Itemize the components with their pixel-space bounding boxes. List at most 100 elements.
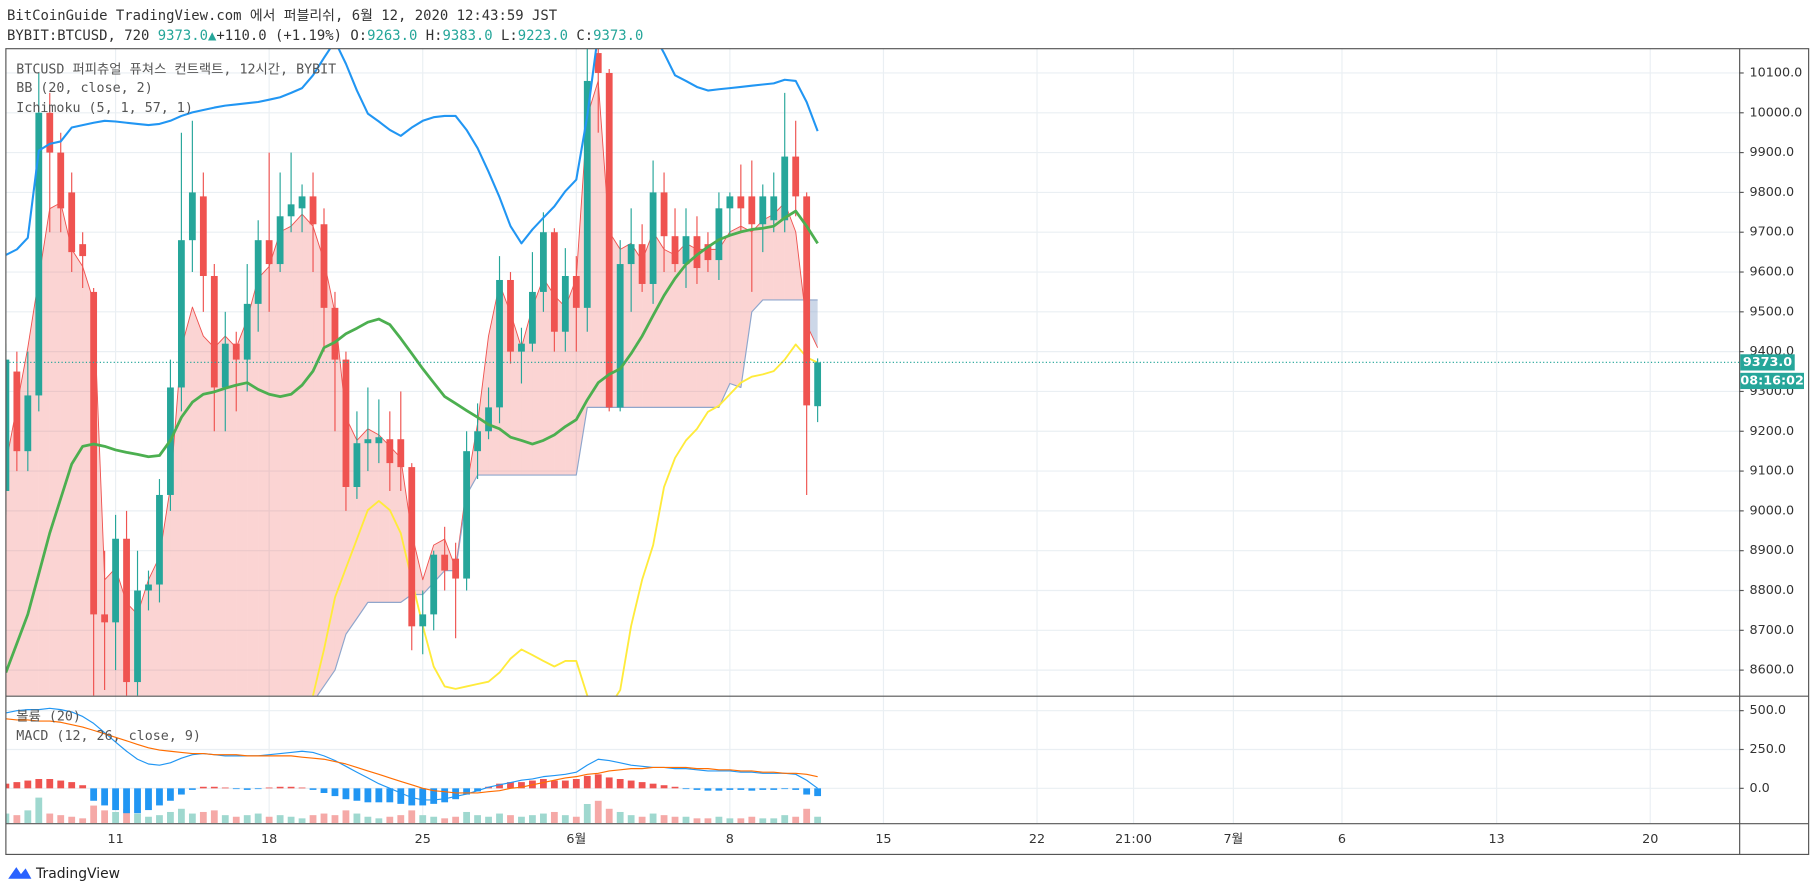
candle-body	[474, 431, 481, 452]
candle-body	[134, 590, 141, 683]
candle-body	[101, 614, 109, 623]
volume-bar	[331, 815, 339, 824]
macd-histogram-bar	[276, 786, 284, 789]
cloud-fill	[258, 266, 270, 696]
cloud-fill	[269, 231, 281, 696]
cloud-fill	[170, 347, 182, 696]
candle-body	[430, 554, 438, 615]
cloud-fill	[729, 226, 741, 388]
change-arrow: ▲	[208, 28, 217, 44]
volume-bar	[715, 816, 723, 824]
macd-histogram-bar	[671, 786, 679, 789]
y-tick-label: 8600.0	[1750, 663, 1795, 678]
macd-histogram-bar	[287, 786, 295, 789]
open-value: 9263.0	[367, 28, 417, 44]
candle-body	[726, 196, 734, 209]
macd-histogram-bar	[101, 788, 109, 806]
cloud-fill	[762, 214, 774, 300]
y-tick-label: 9700.0	[1750, 225, 1795, 240]
cloud-fill	[675, 243, 686, 408]
y-tick-label: 9200.0	[1750, 424, 1795, 439]
volume-bar	[759, 818, 767, 824]
candle-body	[90, 291, 98, 615]
volume-bar	[419, 815, 427, 824]
volume-bar	[375, 818, 383, 824]
candle-body	[353, 443, 361, 487]
legend-symbol: BTCUSD 퍼피츄얼 퓨쳐스 컨트랙트, 12시간, BYBIT	[16, 62, 336, 78]
x-tick-label: 11	[107, 832, 123, 847]
volume-bar	[276, 815, 284, 824]
close-label: C:	[576, 28, 593, 44]
bb-basis-line	[5, 209, 819, 674]
candle-body	[375, 437, 383, 444]
cloud-fill	[664, 249, 676, 408]
ohlc-line: BYBIT:BTCUSD, 720 9373.0▲+110.0 (+1.19%)…	[7, 28, 643, 44]
volume-bar	[232, 816, 240, 824]
candle-body	[550, 232, 558, 332]
candle-body	[177, 240, 185, 388]
y-tick-label: 10000.0	[1750, 105, 1803, 120]
y-tick-label: 8900.0	[1750, 543, 1795, 558]
cloud-fill	[477, 336, 489, 476]
volume-bar	[210, 810, 218, 824]
candle-body	[254, 240, 262, 304]
volume-bar	[748, 816, 756, 824]
axes: 11 18 25 6월 8 15 22 21:00 7월 6 13 20 8600.0 8700.0 880…	[5, 48, 1810, 856]
volume-bar	[660, 815, 668, 824]
volume-bar	[342, 810, 350, 824]
volume-bar	[46, 813, 54, 824]
candle-body	[649, 192, 657, 284]
volume-bar	[101, 810, 109, 824]
y-tick-label: 10100.0	[1750, 65, 1803, 80]
volume-bar	[68, 816, 76, 824]
volume-bar	[529, 815, 536, 824]
cloud-fill	[192, 307, 204, 696]
volume-bar	[57, 815, 65, 824]
macd-histogram-bar	[68, 782, 76, 789]
texts: BitCoinGuide TradingView.com 에서 퍼블리쉬, 6월…	[7, 8, 643, 882]
candle-body	[68, 192, 76, 253]
macd-histogram-bar	[759, 788, 767, 790]
cloud-fill	[367, 428, 379, 603]
macd-histogram-bar	[572, 779, 580, 789]
cloud-fill	[214, 336, 226, 696]
volume-bar	[386, 816, 394, 824]
volume-bar	[561, 815, 569, 824]
candle-body	[507, 279, 514, 352]
candle-body	[112, 538, 119, 623]
macd-histogram-bar	[243, 788, 251, 790]
symbol: BYBIT:BTCUSD, 720	[7, 28, 149, 44]
logo: TradingView	[8, 866, 120, 882]
volume-bar	[254, 813, 262, 824]
cloud-fill	[773, 202, 785, 300]
macd-histogram-bar	[463, 788, 471, 795]
candle-body	[24, 395, 32, 452]
cloud-fill	[740, 226, 752, 388]
volume-bar	[726, 818, 734, 824]
candle-body	[79, 244, 87, 257]
volume-bar	[474, 815, 481, 824]
change: +110.0 (+1.19%)	[216, 28, 342, 44]
volume-bar	[199, 811, 207, 824]
candle-body	[156, 494, 163, 585]
low-label: L:	[501, 28, 518, 44]
y-tick-label: 9500.0	[1750, 304, 1795, 319]
candle-body	[539, 232, 547, 292]
volume-bar	[177, 808, 185, 824]
volume-bar	[5, 813, 10, 824]
macd-histogram-bar	[210, 786, 218, 789]
high-value: 9383.0	[442, 28, 492, 44]
cloud-fill	[280, 226, 292, 696]
candle-body	[638, 244, 646, 284]
candle-body	[737, 196, 745, 209]
volume-bar	[188, 813, 196, 824]
macd-histogram-bar	[13, 782, 21, 789]
volume-bar	[803, 808, 811, 824]
price-pane	[5, 48, 1740, 696]
candle-body	[188, 192, 196, 241]
candle-body	[419, 614, 427, 627]
macd-histogram-bar	[518, 782, 525, 789]
candle-body	[704, 244, 712, 261]
y-tick-label: 500.0	[1750, 703, 1787, 718]
cloud-fill	[324, 260, 335, 687]
